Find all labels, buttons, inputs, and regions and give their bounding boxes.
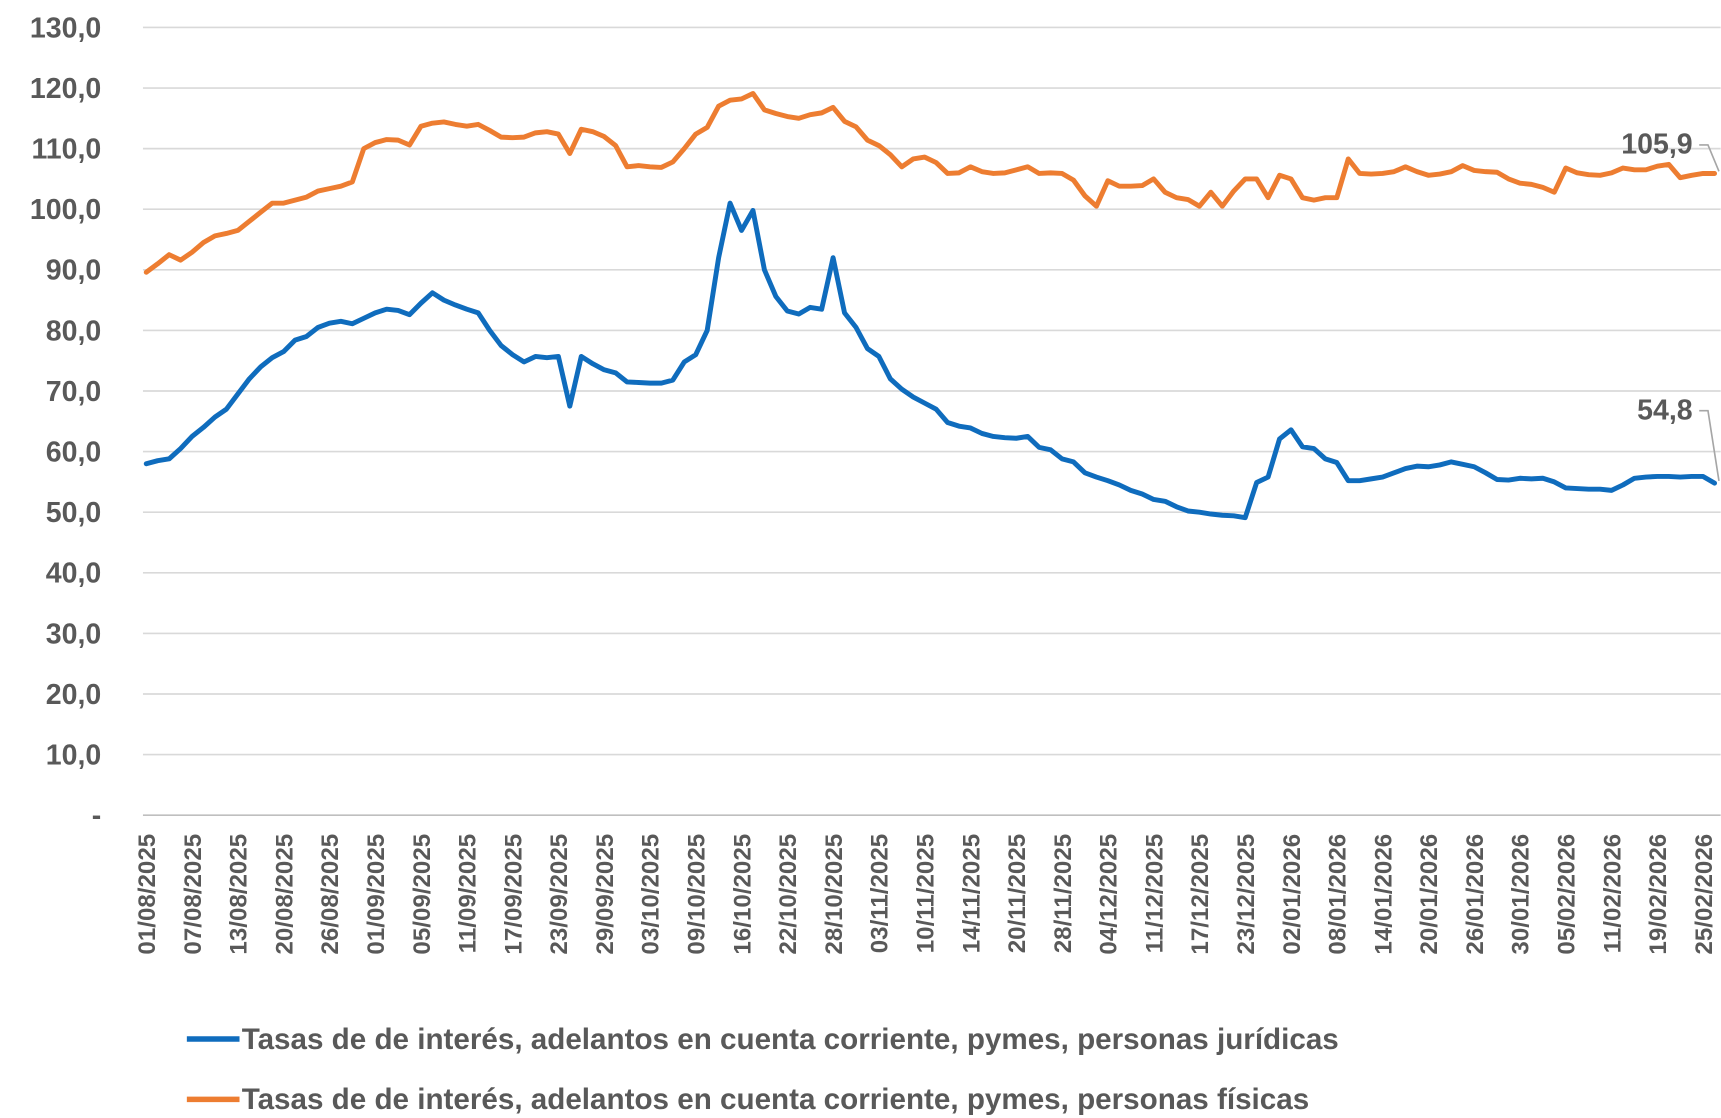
data-line — [143, 91, 1718, 275]
data-label: 54,8 — [1637, 394, 1693, 426]
x-tick-label: 01/08/2025 — [134, 834, 161, 955]
y-tick-label: 30,0 — [46, 618, 102, 650]
x-tick-label: 10/11/2025 — [912, 834, 939, 953]
x-tick-label: 09/10/2025 — [684, 834, 711, 955]
x-tick-label: 16/10/2025 — [729, 834, 756, 955]
x-tick-label: 19/02/2026 — [1645, 834, 1672, 955]
legend-label: Tasas de de interés, adelantos en cuenta… — [242, 1083, 1309, 1116]
x-tick-label: 13/08/2025 — [226, 834, 253, 955]
x-tick-label: 04/12/2025 — [1096, 834, 1123, 955]
y-tick-label: 20,0 — [46, 679, 102, 711]
leader-line — [1699, 409, 1720, 482]
x-tick-label: 14/11/2025 — [958, 834, 985, 953]
x-tick-label: 20/11/2025 — [1004, 834, 1031, 953]
y-tick-label: 80,0 — [46, 315, 102, 347]
x-tick-label: 26/08/2025 — [317, 834, 344, 955]
data-label: 105,9 — [1621, 129, 1692, 161]
y-tick-label: 110,0 — [31, 133, 101, 165]
leader-line — [1699, 144, 1720, 172]
x-tick-label: 26/01/2026 — [1462, 834, 1489, 955]
x-tick-label: 14/01/2026 — [1370, 834, 1397, 955]
y-tick-label: 120,0 — [30, 73, 101, 105]
x-tick-label: 29/09/2025 — [592, 834, 619, 955]
x-tick-label: 30/01/2026 — [1508, 834, 1535, 955]
y-tick-label: 70,0 — [46, 376, 102, 408]
x-tick-label: 25/02/2026 — [1691, 834, 1718, 955]
x-tick-label: 23/09/2025 — [546, 834, 573, 955]
x-tick-label: 05/09/2025 — [409, 834, 436, 955]
y-tick-label: 130,0 — [30, 12, 101, 44]
x-tick-label: 08/01/2026 — [1325, 834, 1352, 955]
x-tick-label: 05/02/2026 — [1554, 834, 1581, 955]
legend-label: Tasas de de interés, adelantos en cuenta… — [242, 1023, 1339, 1056]
y-tick-label: 60,0 — [46, 436, 102, 468]
x-tick-label: 28/10/2025 — [821, 834, 848, 955]
x-tick-label: 17/12/2025 — [1187, 834, 1214, 955]
x-tick-label: 01/09/2025 — [363, 834, 390, 955]
y-tick-label: 10,0 — [46, 739, 102, 771]
y-tick-label: 90,0 — [46, 255, 102, 287]
x-tick-label: 28/11/2025 — [1050, 834, 1077, 953]
x-tick-label: 17/09/2025 — [500, 834, 527, 955]
x-tick-label: 03/11/2025 — [867, 834, 894, 953]
x-tick-label: 23/12/2025 — [1233, 834, 1260, 955]
data-line — [143, 200, 1718, 521]
x-tick-label: 20/08/2025 — [271, 834, 298, 955]
y-tick-label: 100,0 — [30, 194, 101, 226]
x-tick-label: 02/01/2026 — [1279, 834, 1306, 955]
x-tick-label: 22/10/2025 — [775, 834, 802, 955]
y-tick-label: - — [92, 800, 102, 832]
y-tick-label: 40,0 — [46, 558, 102, 590]
x-tick-label: 11/02/2026 — [1599, 834, 1626, 953]
y-tick-label: 50,0 — [46, 497, 102, 529]
x-tick-label: 11/12/2025 — [1141, 834, 1168, 953]
x-tick-label: 11/09/2025 — [455, 834, 482, 953]
x-tick-label: 20/01/2026 — [1416, 834, 1443, 955]
x-tick-label: 03/10/2025 — [638, 834, 665, 955]
x-tick-label: 07/08/2025 — [180, 834, 207, 955]
